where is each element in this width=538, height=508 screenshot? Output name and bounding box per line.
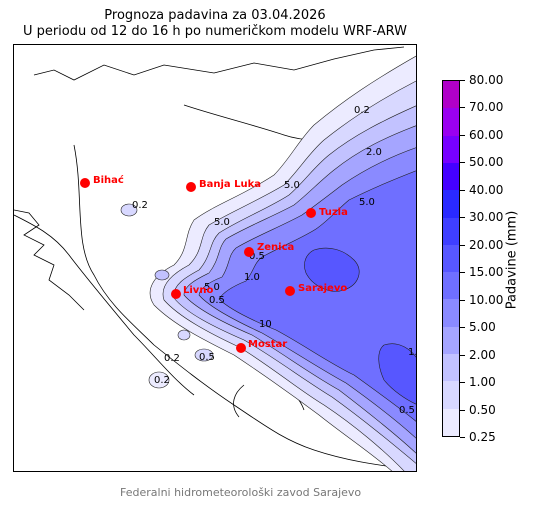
colorbar-tick	[460, 217, 465, 218]
contour-label: 1.0	[244, 272, 260, 283]
colorbar-tick	[460, 245, 465, 246]
contour-label: 5.0	[214, 217, 230, 228]
colorbar-tick	[460, 327, 465, 328]
colorbar-tick	[460, 382, 465, 383]
city-label-mostar: Mostar	[248, 339, 287, 350]
city-marker-mostar	[236, 343, 246, 353]
colorbar-segment	[443, 381, 459, 409]
colorbar-segment	[443, 326, 459, 355]
city-label-sarajevo: Sarajevo	[298, 283, 347, 294]
precip-area-15	[304, 247, 360, 292]
city-label-livno: Livno	[183, 285, 213, 296]
colorbar-segment	[443, 272, 459, 300]
map-subtitle: U periodu od 12 do 16 h po numeričkom mo…	[22, 24, 408, 39]
city-markers: Bihać Banja Luka Tuzla Zenica Livno Sara…	[80, 174, 348, 353]
contour-label: 10	[259, 319, 272, 330]
city-marker-bihac	[80, 178, 90, 188]
city-label-banja-luka: Banja Luka	[199, 179, 261, 190]
contour-label: 0.2	[154, 375, 170, 386]
precipitation-field	[120, 55, 416, 471]
colorbar-segment	[443, 190, 459, 218]
colorbar-tick	[460, 300, 465, 301]
colorbar-tick-label: 15.00	[469, 265, 504, 279]
contour-label: 5.0	[284, 180, 300, 191]
colorbar-tick	[460, 410, 465, 411]
contour-label: 0.2	[354, 105, 370, 116]
contour-label: 0.2	[164, 353, 180, 364]
colorbar-segment	[443, 135, 459, 163]
contour-label: 0.5	[249, 251, 265, 262]
colorbar-tick	[460, 272, 465, 273]
city-marker-zenica	[244, 247, 254, 257]
contour-label: 0.5	[199, 352, 215, 363]
colorbar-tick	[460, 107, 465, 108]
colorbar-tick-label: 50.00	[469, 155, 504, 169]
colorbar-tick-label: 10.00	[469, 293, 504, 307]
colorbar-segment	[443, 354, 459, 382]
city-marker-tuzla	[306, 208, 316, 218]
colorbar-segment	[443, 244, 459, 273]
city-marker-sarajevo	[285, 286, 295, 296]
colorbar-tick	[460, 80, 465, 81]
contour-label: 5.0	[359, 197, 375, 208]
colorbar-segment	[443, 408, 459, 436]
contour-labels: 0.2 2.0 5.0 5.0 0.2 5.0 0.5 1.0 5.0 0.5 …	[132, 105, 417, 416]
colorbar-tick-label: 20.00	[469, 238, 504, 252]
colorbar-tick	[460, 190, 465, 191]
city-label-bihac: Bihać	[93, 174, 124, 186]
colorbar-tick-label: 0.25	[469, 430, 496, 444]
colorbar-tick-label: 70.00	[469, 100, 504, 114]
colorbar	[442, 80, 460, 437]
colorbar-title: Padavine (mm)	[504, 210, 520, 310]
contour-label: 5.0	[204, 282, 220, 293]
map-title: Prognoza padavina za 03.04.2026	[104, 8, 326, 23]
contour-label: 0.2	[132, 200, 148, 211]
forecast-map: 0.2 2.0 5.0 5.0 0.2 5.0 0.5 1.0 5.0 0.5 …	[13, 44, 417, 472]
colorbar-segment	[443, 217, 459, 245]
colorbar-segment	[443, 299, 459, 327]
colorbar-tick-label: 80.00	[469, 73, 504, 87]
colorbar-segment	[443, 108, 459, 136]
contour-label: 0.5	[209, 295, 225, 306]
city-marker-banja-luka	[186, 182, 196, 192]
colorbar-tick-label: 60.00	[469, 128, 504, 142]
colorbar-tick-label: 1.00	[469, 375, 496, 389]
colorbar-tick-label: 0.50	[469, 403, 496, 417]
colorbar-tick-label: 40.00	[469, 183, 504, 197]
colorbar-tick	[460, 135, 465, 136]
footer-credit: Federalni hidrometeorološki zavod Saraje…	[120, 486, 362, 499]
colorbar-tick-label: 2.00	[469, 348, 496, 362]
colorbar-tick	[460, 162, 465, 163]
city-label-tuzla: Tuzla	[319, 207, 348, 218]
map-canvas: 0.2 2.0 5.0 5.0 0.2 5.0 0.5 1.0 5.0 0.5 …	[14, 46, 417, 471]
colorbar-segment	[443, 80, 459, 109]
colorbar-tick	[460, 355, 465, 356]
city-label-zenica: Zenica	[257, 242, 294, 253]
colorbar-tick-label: 5.00	[469, 320, 496, 334]
precip-area-10	[218, 170, 416, 422]
precip-area-15b	[378, 343, 416, 405]
colorbar-segment	[443, 162, 459, 191]
contour-label: 1.0	[408, 347, 417, 358]
contour-label: 0.5	[399, 405, 415, 416]
contour-label: 2.0	[366, 147, 382, 158]
city-marker-livno	[171, 289, 181, 299]
colorbar-tick	[460, 437, 465, 438]
colorbar-tick-label: 30.00	[469, 210, 504, 224]
